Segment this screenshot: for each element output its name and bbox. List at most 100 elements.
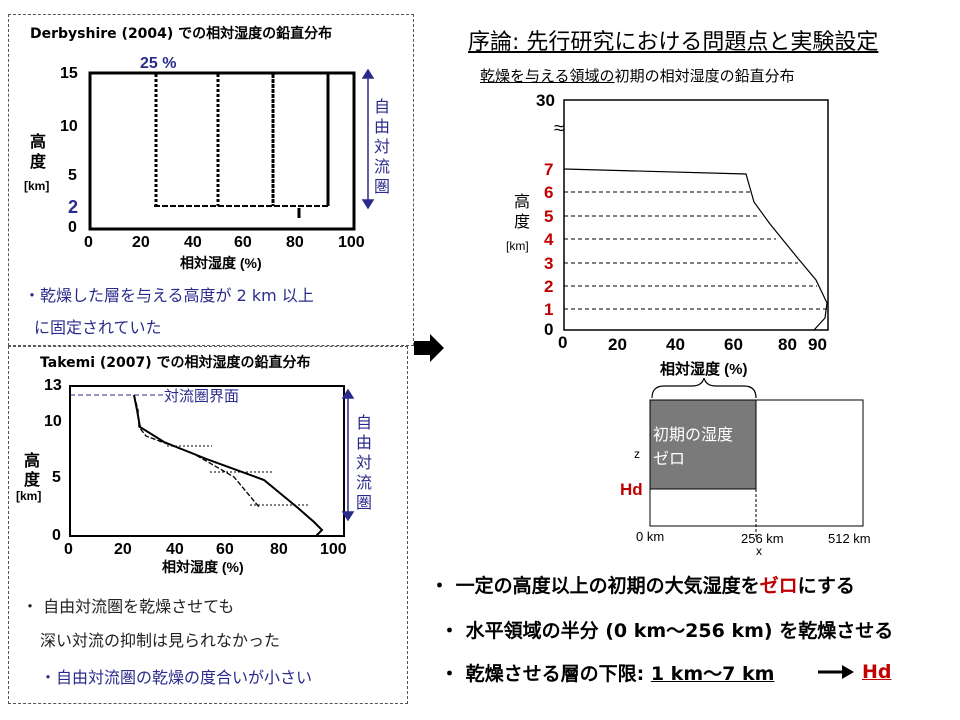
ylabel-1: 高 <box>24 451 40 470</box>
xtick-0: 0 <box>64 541 73 558</box>
right-chart-title: 乾燥を与える領域の初期の相対湿度の鉛直分布 <box>480 65 795 86</box>
z-axis-label: z <box>634 447 640 461</box>
xtick-80: 80 <box>270 541 288 558</box>
bracket-char-2: 由 <box>356 434 372 452</box>
bullet-2: ・ 水平領域の半分 (0 km〜256 km) を乾燥させる <box>440 620 894 642</box>
takemi-chart: 対流圏界面 13 10 5 0 高 度 [km] 0 20 40 60 80 1… <box>16 377 372 575</box>
derbyshire-note-1: ・乾燥した層を与える高度が 2 km 以上 <box>24 286 314 305</box>
xlabel: 相対湿度 (%) <box>660 360 748 378</box>
bracket-char-3: 対 <box>374 138 390 156</box>
ytick-30: 30 <box>536 91 555 110</box>
takemi-panel <box>8 346 408 704</box>
hd-label: Hd <box>620 480 643 499</box>
bracket-char-1: 自 <box>356 414 372 432</box>
takemi-note-2: 深い対流の抑制は見られなかった <box>40 631 281 650</box>
takemi-solid-profile <box>133 394 324 537</box>
initial-rh-chart: 30 ≈ 7 6 5 4 3 2 1 0 高 度 [km] 0 20 40 60… <box>506 91 829 378</box>
ylabel-2: 度 <box>30 152 47 171</box>
ytick-6: 6 <box>544 183 553 202</box>
xtick-80: 80 <box>286 234 304 251</box>
xlabel: 相対湿度 (%) <box>180 255 262 271</box>
takemi-thin-dashes <box>167 445 310 506</box>
bullet-1-pre: ・ 一定の高度以上の初期の大気湿度を <box>430 575 760 597</box>
x-tick-256km: 256 km <box>741 531 784 546</box>
bullet-3: ・ 乾燥させる層の下限: 1 km〜7 km <box>440 659 774 686</box>
derbyshire-title: Derbyshire (2004) での相対湿度の鉛直分布 <box>30 26 333 42</box>
takemi-note-1: ・ 自由対流圏を乾燥させても <box>22 597 235 616</box>
ytick-5: 5 <box>68 167 77 184</box>
ylabel-1: 高 <box>30 132 46 151</box>
bracket-char-5: 圏 <box>356 495 372 512</box>
ylabel-1: 高 <box>514 193 530 211</box>
ytick-15: 15 <box>60 65 78 82</box>
takemi-dashed-profile <box>133 394 260 508</box>
bullet-3-pre: ・ 乾燥させる層の下限: <box>440 663 651 685</box>
ytick-2: 2 <box>68 197 78 217</box>
xtick-40: 40 <box>184 234 202 251</box>
xtick-100: 100 <box>320 541 347 558</box>
xtick-20: 20 <box>114 541 132 558</box>
xtick-0: 0 <box>558 333 567 352</box>
takemi-plot-frame <box>69 385 345 537</box>
domain-diagram: 初期の湿度 ゼロ z Hd 0 km 256 km 512 km x <box>620 378 871 558</box>
ytick-10: 10 <box>44 413 62 430</box>
ytick-7: 7 <box>544 160 553 179</box>
ylabel-2: 度 <box>514 213 530 231</box>
dry-region-label-2: ゼロ <box>653 450 685 468</box>
derbyshire-top-label: 25 % <box>140 55 176 72</box>
ytick-0: 0 <box>544 320 553 339</box>
bullet-3-arrow-icon <box>818 665 854 679</box>
ytick-0: 0 <box>68 219 77 236</box>
bracket-char-5: 圏 <box>374 179 390 196</box>
ytick-10: 10 <box>60 118 78 135</box>
x-axis-label: x <box>756 544 762 558</box>
ytick-2: 2 <box>544 277 553 296</box>
takemi-note-3: ・自由対流圏の乾燥の度合いが小さい <box>40 668 313 687</box>
bracket-char-4: 流 <box>356 474 372 492</box>
xtick-20: 20 <box>132 234 150 251</box>
derbyshire-note-2: に固定されていた <box>34 318 162 337</box>
derbyshire-plot-frame <box>88 71 356 231</box>
bracket-char-1: 自 <box>374 98 390 116</box>
chart-title-rest: 初期の相対湿度の鉛直分布 <box>614 67 795 85</box>
ylabel-unit: [km] <box>24 179 49 193</box>
ylabel-2: 度 <box>24 470 41 489</box>
bullet-1-post: にする <box>797 575 855 597</box>
ylabel-unit: [km] <box>506 239 529 253</box>
tropopause-label: 対流圏界面 <box>164 388 239 405</box>
xtick-90: 90 <box>808 335 827 354</box>
bullet-1-zero: ゼロ <box>759 575 798 597</box>
x-tick-512km: 512 km <box>828 531 871 546</box>
derbyshire-panel <box>8 14 414 346</box>
xtick-60: 60 <box>216 541 234 558</box>
initial-rh-plot-frame <box>563 99 829 331</box>
xtick-0: 0 <box>84 234 93 251</box>
bracket-char-2: 由 <box>374 118 390 136</box>
xtick-20: 20 <box>608 335 627 354</box>
bullet-1: ・ 一定の高度以上の初期の大気湿度をゼロにする <box>430 571 855 598</box>
xtick-40: 40 <box>666 335 685 354</box>
bracket-char-3: 対 <box>356 454 372 472</box>
xtick-80: 80 <box>778 335 797 354</box>
bracket-char-4: 流 <box>374 158 390 176</box>
xtick-60: 60 <box>724 335 743 354</box>
half-domain-brace <box>651 378 757 399</box>
y-break-symbol: ≈ <box>554 118 564 138</box>
free-troposphere-bracket <box>361 68 375 210</box>
ytick-5: 5 <box>544 207 553 226</box>
ytick-1: 1 <box>544 300 553 319</box>
ytick-5: 5 <box>52 469 61 486</box>
xtick-60: 60 <box>234 234 252 251</box>
derbyshire-profiles <box>154 74 330 218</box>
ytick-4: 4 <box>544 230 554 249</box>
rh-profile <box>563 168 828 331</box>
xlabel: 相対湿度 (%) <box>162 559 244 575</box>
bullet-3-hd: Hd <box>862 661 892 683</box>
ytick-3: 3 <box>544 254 553 273</box>
derbyshire-chart: 25 % 15 10 5 2 0 高 度 [km] 0 20 40 60 80 … <box>24 55 390 271</box>
x-tick-0km: 0 km <box>636 529 664 544</box>
ylabel-unit: [km] <box>16 489 41 503</box>
free-troposphere-bracket <box>341 388 355 522</box>
ytick-13: 13 <box>44 377 62 394</box>
dry-region <box>649 399 757 490</box>
